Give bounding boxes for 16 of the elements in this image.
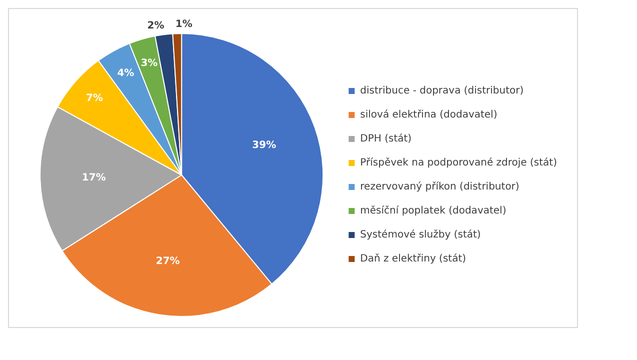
data-label: 27% (156, 256, 180, 268)
data-label: 2% (147, 20, 164, 32)
legend-label: rezervovaný příkon (distributor) (360, 182, 520, 193)
data-label: 4% (117, 68, 134, 79)
legend-label: měsíční poplatek (dodavatel) (360, 206, 506, 217)
legend-label: Příspěvek na podporované zdroje (stát) (360, 158, 558, 169)
data-label: 7% (86, 92, 104, 104)
legend-label: Systémové služby (stát) (360, 230, 481, 241)
legend-label: Daň z elektřiny (stát) (360, 254, 466, 265)
data-label: 3% (140, 58, 158, 70)
data-label: 39% (252, 140, 276, 151)
legend-label: distribuce - doprava (distributor) (360, 86, 524, 97)
legend-label: DPH (stát) (360, 134, 412, 145)
legend-label: silová elektřina (dodavatel) (360, 110, 498, 121)
data-label: 17% (82, 172, 106, 184)
data-label: 1% (175, 19, 192, 30)
